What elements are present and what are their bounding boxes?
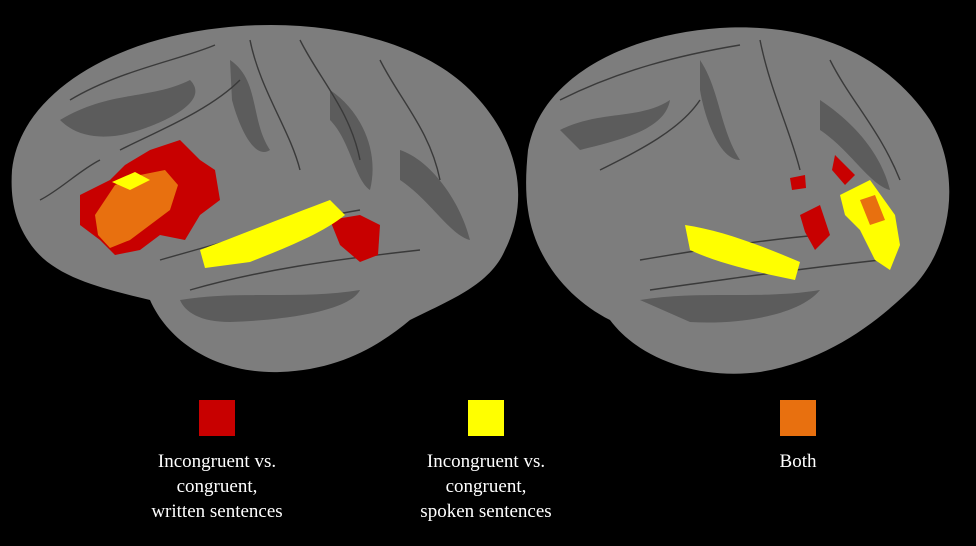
gyri (559, 39, 901, 291)
activation-spoken (200, 200, 345, 268)
right-hemisphere (526, 27, 950, 374)
legend-label: Incongruent vs. (427, 451, 545, 472)
activation-written (330, 215, 380, 262)
sulcus (820, 100, 890, 190)
sulcus (180, 290, 360, 322)
legend-label: written sentences (151, 501, 282, 522)
legend-label: spoken sentences (420, 501, 551, 522)
legend-swatch (199, 400, 235, 436)
legend-swatch (780, 400, 816, 436)
sulcus (640, 290, 820, 323)
left-hemisphere (11, 24, 519, 373)
sulcus (400, 150, 470, 240)
activation-both (95, 170, 178, 248)
legend-label: congruent, (177, 476, 258, 497)
sulcus (230, 60, 270, 152)
legend-label: Both (780, 451, 817, 472)
activation-written (790, 155, 855, 250)
activation-both (860, 195, 885, 225)
legend: Incongruent vs. congruent, written sentenc… (151, 400, 817, 522)
legend-label: Incongruent vs. (158, 451, 276, 472)
sulcus (560, 100, 670, 150)
sulcus (60, 80, 196, 137)
legend-label: congruent, (446, 476, 527, 497)
sulcus (330, 90, 373, 190)
activation-spoken (685, 225, 800, 280)
activation-spoken (112, 172, 150, 190)
sulcus (700, 60, 740, 160)
legend-swatch (468, 400, 504, 436)
